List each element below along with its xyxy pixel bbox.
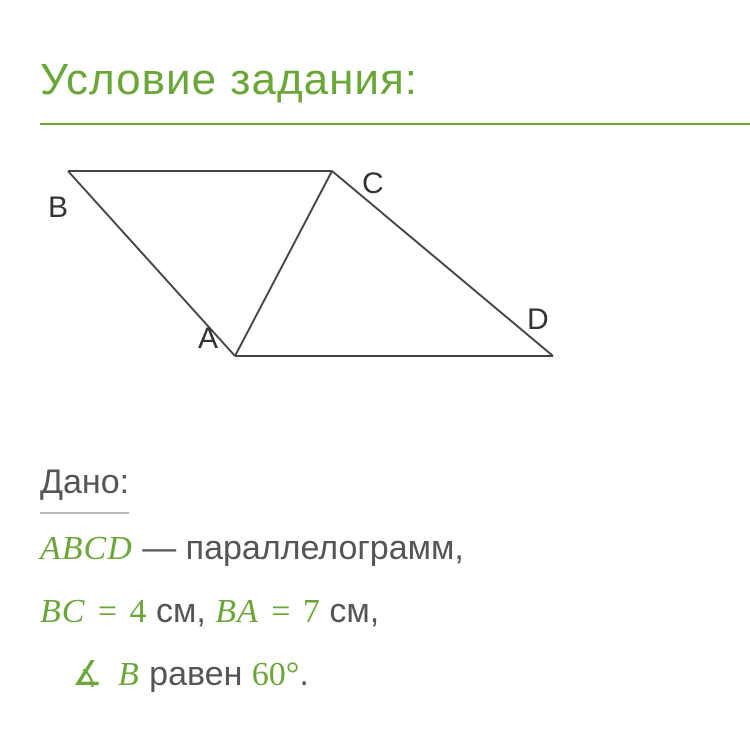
degree-symbol: ° xyxy=(286,656,300,693)
vertex-label-D: D xyxy=(527,303,549,336)
angle-word: равен xyxy=(140,655,252,693)
vertex-label-A: A xyxy=(198,322,218,355)
given-block: Дано: ABCD — параллелограмм, BC = 4 см, … xyxy=(40,454,750,703)
shape-name: ABCD xyxy=(40,530,133,567)
bc-value: 4 xyxy=(130,593,147,630)
shape-desc: — параллелограмм, xyxy=(133,529,464,567)
angle-value: 60 xyxy=(252,656,286,693)
vertex-label-C: C xyxy=(362,167,384,200)
ba-value: 7 xyxy=(303,593,320,630)
given-line-2: BC = 4 см, BA = 7 см, xyxy=(40,583,750,640)
section-heading: Условие задания: xyxy=(40,55,750,105)
edge xyxy=(235,171,332,356)
given-line-3: ∡ B равен 60°. xyxy=(40,646,750,703)
given-line-1: ABCD — параллелограмм, xyxy=(40,520,750,577)
vertex-label-B: B xyxy=(48,191,68,224)
heading-underline xyxy=(40,123,750,125)
period: . xyxy=(299,655,308,693)
trailing-comma: , xyxy=(370,592,379,630)
bc-unit: см xyxy=(147,592,197,630)
given-label: Дано: xyxy=(40,454,129,514)
sep-1: , xyxy=(196,592,215,630)
ba-label: BA xyxy=(215,593,259,630)
angle-vertex: B xyxy=(118,656,140,693)
angle-icon: ∡ xyxy=(40,656,108,693)
eq-2: = xyxy=(268,593,293,630)
parallelogram-figure: B C A D xyxy=(40,149,750,394)
eq-1: = xyxy=(95,593,120,630)
bc-label: BC xyxy=(40,593,85,630)
ba-unit: см xyxy=(320,592,370,630)
